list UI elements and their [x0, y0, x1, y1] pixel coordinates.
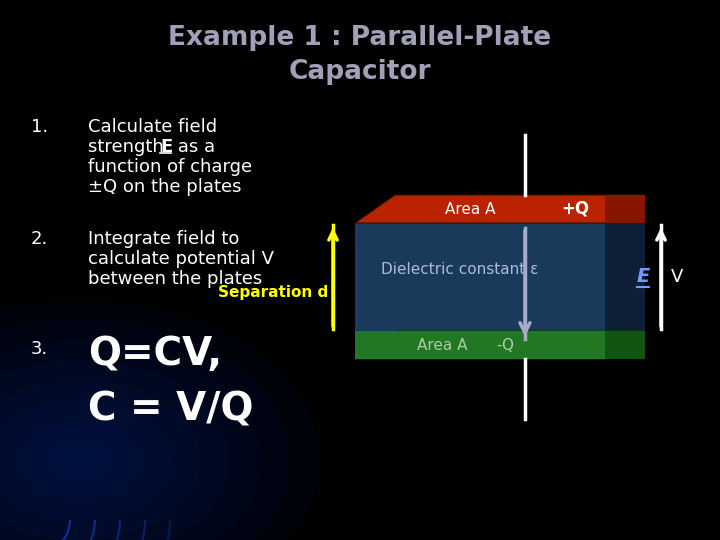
Text: Capacitor: Capacitor: [289, 59, 431, 85]
Polygon shape: [355, 195, 645, 223]
Text: Area A: Area A: [445, 201, 495, 217]
Text: strength: strength: [88, 138, 169, 156]
Polygon shape: [355, 331, 605, 359]
Text: 1.: 1.: [31, 118, 48, 136]
Text: Q=CV,: Q=CV,: [88, 335, 222, 373]
Ellipse shape: [0, 340, 260, 540]
Text: Integrate field to: Integrate field to: [88, 230, 239, 248]
Text: 2.: 2.: [31, 230, 48, 248]
Text: ±Q on the plates: ±Q on the plates: [88, 178, 241, 196]
Text: Dielectric constant ε: Dielectric constant ε: [382, 261, 539, 276]
Ellipse shape: [0, 400, 170, 520]
Text: calculate potential V: calculate potential V: [88, 250, 274, 268]
Text: between the plates: between the plates: [88, 270, 262, 288]
Polygon shape: [605, 195, 645, 223]
Polygon shape: [605, 331, 645, 359]
Text: as a: as a: [172, 138, 215, 156]
Ellipse shape: [0, 380, 200, 540]
Text: V: V: [671, 268, 683, 286]
Ellipse shape: [0, 300, 320, 540]
Ellipse shape: [50, 440, 110, 480]
Text: -Q: -Q: [496, 338, 514, 353]
Polygon shape: [355, 223, 605, 331]
Ellipse shape: [0, 320, 290, 540]
Text: E: E: [160, 138, 172, 156]
Text: 3.: 3.: [31, 340, 48, 358]
Text: Calculate field: Calculate field: [88, 118, 217, 136]
Text: Separation d: Separation d: [217, 285, 328, 300]
Ellipse shape: [20, 420, 140, 500]
Text: Example 1 : Parallel-Plate: Example 1 : Parallel-Plate: [168, 25, 552, 51]
Polygon shape: [605, 223, 645, 331]
Text: function of charge: function of charge: [88, 158, 252, 176]
Text: Area A: Area A: [417, 338, 467, 353]
Text: +Q: +Q: [561, 200, 589, 218]
Polygon shape: [355, 331, 645, 359]
Text: E: E: [636, 267, 649, 287]
Text: C = V/Q: C = V/Q: [88, 390, 253, 428]
Ellipse shape: [0, 360, 230, 540]
